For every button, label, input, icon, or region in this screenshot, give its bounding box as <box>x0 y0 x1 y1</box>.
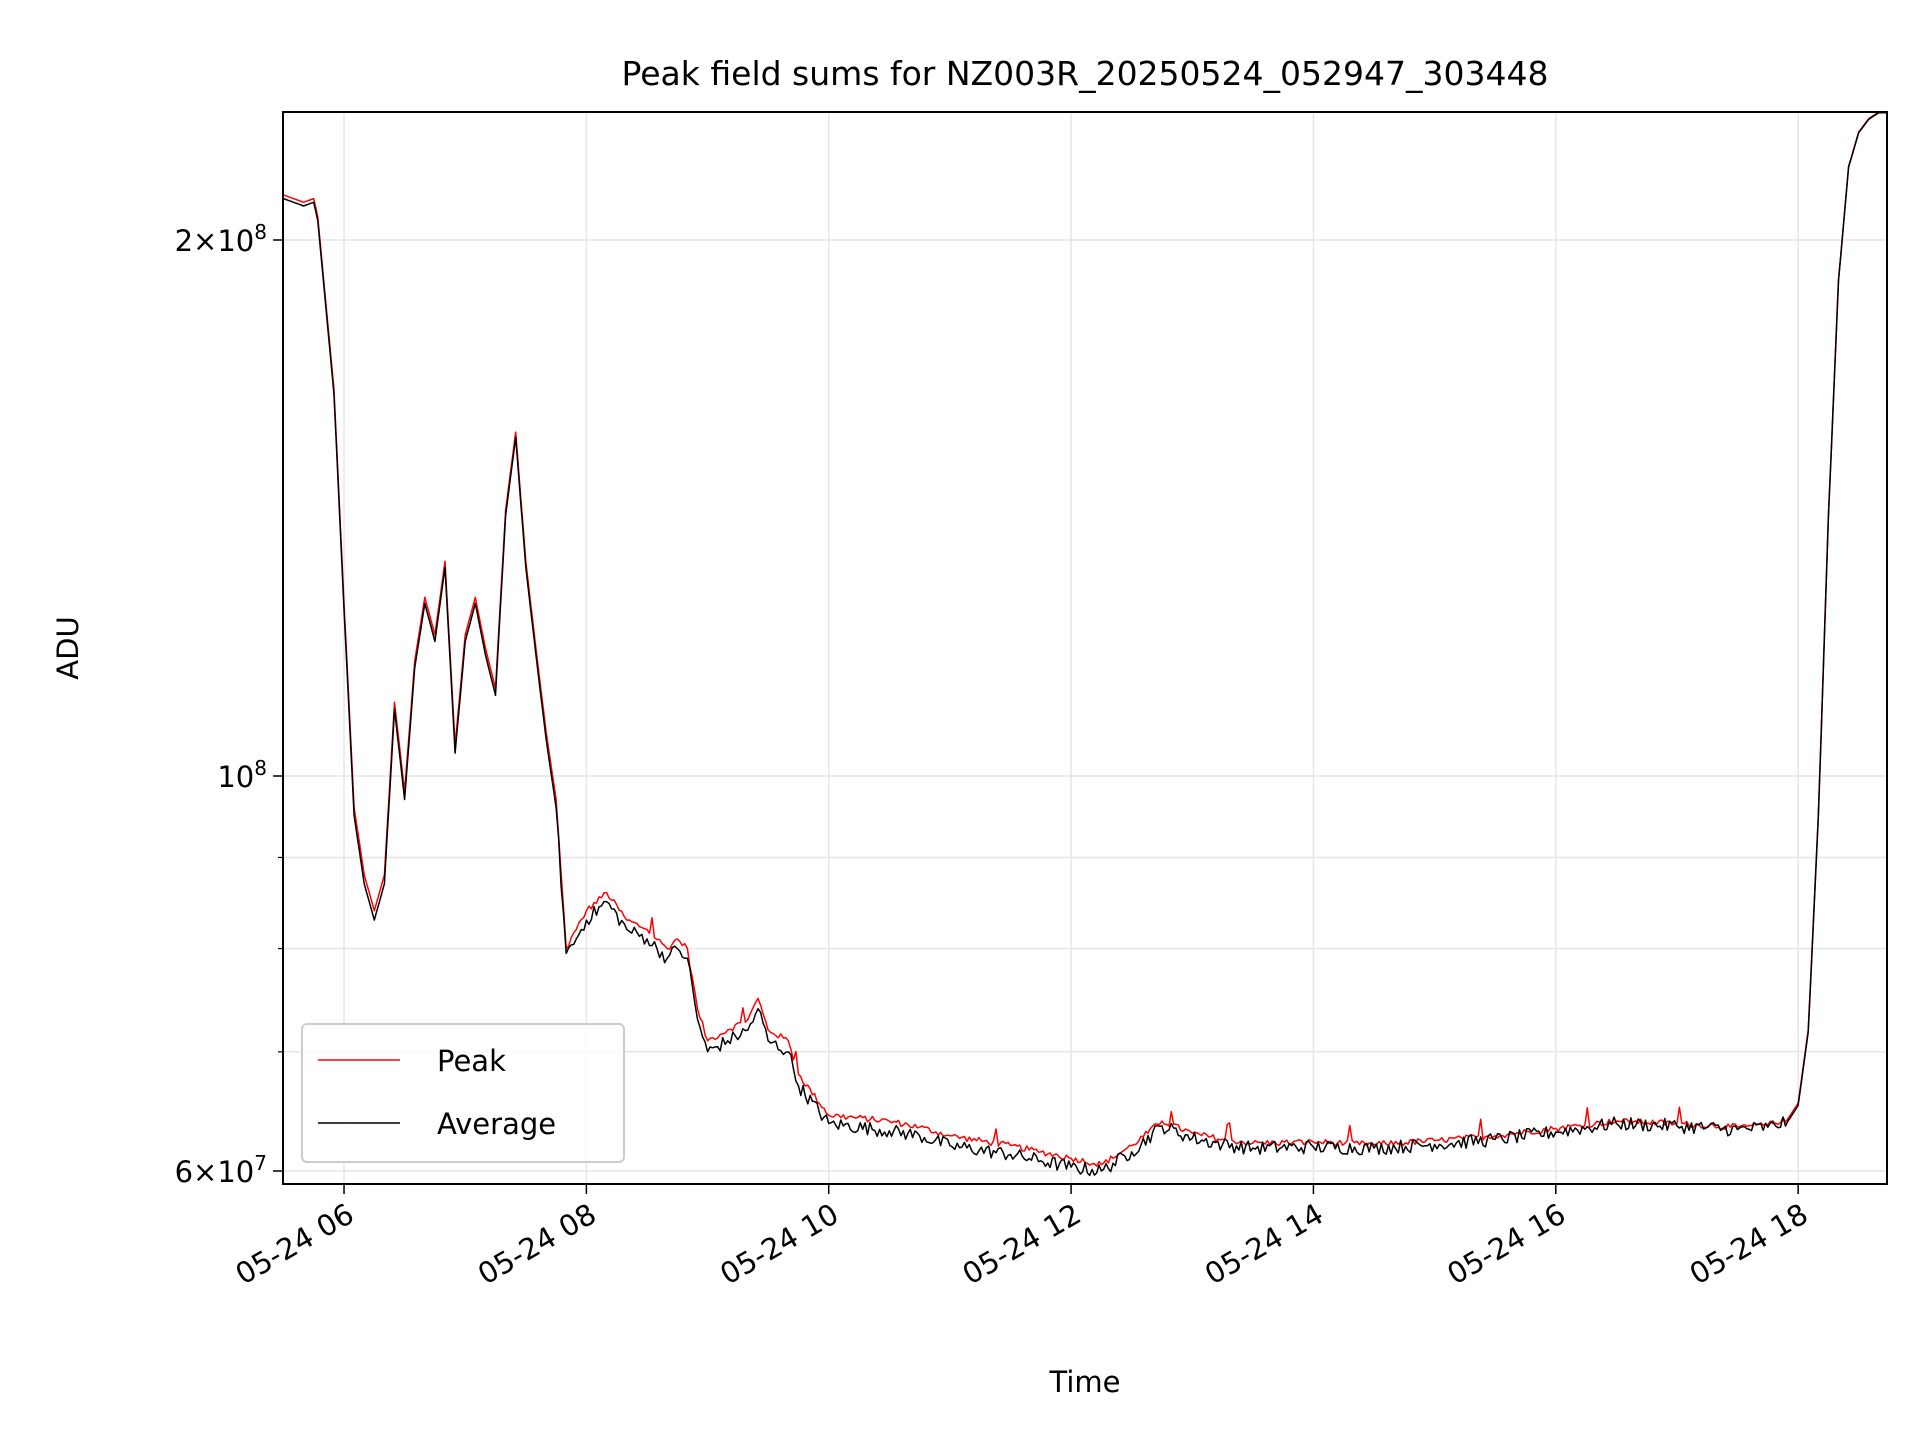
y-tick-label: 2×108 <box>175 220 267 258</box>
y-axis-label: ADU <box>51 616 85 679</box>
chart-title: Peak field sums for NZ003R_20250524_0529… <box>622 54 1549 93</box>
y-tick-label: 6×107 <box>175 1151 267 1189</box>
legend-label-peak: Peak <box>437 1044 506 1078</box>
plot-area-frame <box>282 111 1888 1185</box>
gridlines <box>283 112 1887 1184</box>
y-tick-label: 108 <box>217 756 267 794</box>
legend: Peak Average <box>301 1023 625 1163</box>
series-line-average <box>283 111 1887 1177</box>
series-layer <box>283 111 1887 1177</box>
y-axis: 6×107 108 2×108 <box>175 220 283 1189</box>
x-axis-label: Time <box>1049 1365 1121 1399</box>
legend-label-average: Average <box>437 1107 556 1141</box>
legend-box <box>301 1023 625 1163</box>
